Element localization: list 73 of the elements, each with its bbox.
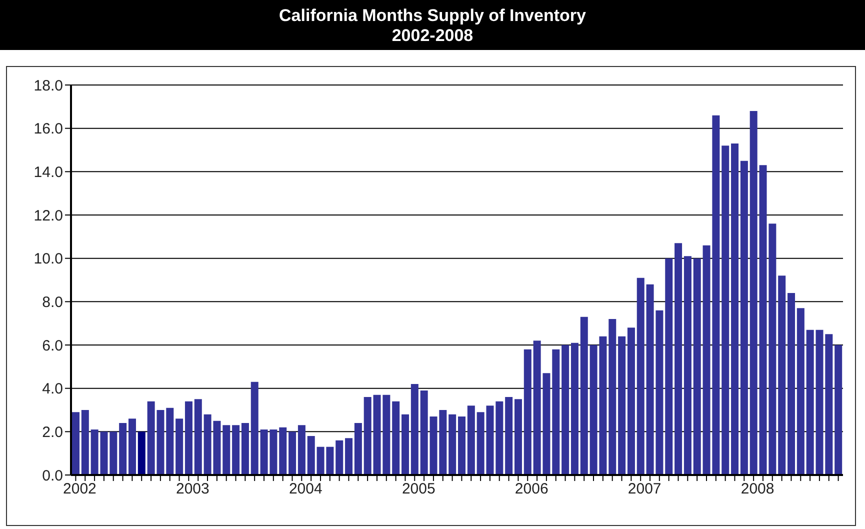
bar xyxy=(778,276,786,475)
bar xyxy=(250,382,258,475)
bar xyxy=(410,384,418,475)
bar xyxy=(345,438,353,475)
bar xyxy=(288,432,296,475)
bar xyxy=(806,330,814,475)
bar xyxy=(514,399,522,475)
bar xyxy=(364,397,372,475)
y-tick-label: 18.0 xyxy=(34,77,63,94)
bar xyxy=(636,278,644,475)
bar xyxy=(693,258,701,475)
bar xyxy=(392,401,400,475)
bar xyxy=(750,111,758,475)
bar xyxy=(788,293,796,475)
y-tick-label: 8.0 xyxy=(42,294,63,311)
bar xyxy=(740,160,748,475)
bar xyxy=(674,243,682,475)
bar xyxy=(184,401,192,475)
bar xyxy=(241,423,249,475)
bar xyxy=(138,432,146,475)
bar xyxy=(627,328,635,475)
chart-title: California Months Supply of Inventory xyxy=(278,6,587,26)
bar xyxy=(81,410,89,475)
bar xyxy=(336,440,344,475)
bar xyxy=(128,418,136,475)
bar xyxy=(298,425,306,475)
y-tick-label: 4.0 xyxy=(42,380,63,398)
bar xyxy=(467,406,475,475)
bar xyxy=(222,425,230,475)
x-tick-label: 2007 xyxy=(628,480,662,498)
bar xyxy=(176,418,184,475)
y-tick-label: 14.0 xyxy=(34,164,63,181)
x-tick-label: 2005 xyxy=(402,480,436,498)
x-tick-label: 2004 xyxy=(288,480,322,498)
bar xyxy=(458,416,466,475)
bar xyxy=(166,408,174,475)
bar xyxy=(796,308,804,475)
bar xyxy=(552,349,560,475)
bar xyxy=(110,432,118,475)
bar xyxy=(402,414,410,475)
x-tick-label: 2003 xyxy=(176,480,210,498)
y-tick-label: 16.0 xyxy=(34,120,63,138)
x-tick-label: 2002 xyxy=(63,480,96,498)
bar xyxy=(119,423,127,475)
bar xyxy=(505,397,513,475)
bar xyxy=(684,256,692,475)
x-tick-label: 2006 xyxy=(514,480,548,498)
bar xyxy=(354,423,362,475)
bar xyxy=(496,401,504,475)
bar xyxy=(834,345,842,475)
bar xyxy=(420,390,428,475)
y-tick-label: 0.0 xyxy=(42,467,63,484)
bar xyxy=(608,319,616,475)
y-tick-label: 2.0 xyxy=(42,424,63,441)
y-tick-label: 12.0 xyxy=(34,207,63,224)
bar xyxy=(618,336,626,475)
bar xyxy=(524,349,532,475)
x-tick-label: 2008 xyxy=(740,480,774,498)
chart-subtitle: 2002-2008 xyxy=(390,26,474,46)
bar xyxy=(580,316,588,475)
bar xyxy=(194,399,202,475)
bar xyxy=(232,425,240,475)
bar xyxy=(665,258,673,475)
y-tick-label: 10.0 xyxy=(34,250,63,268)
bar xyxy=(731,144,739,475)
bar xyxy=(307,436,315,475)
bar xyxy=(448,414,456,475)
bar xyxy=(570,342,578,475)
bar xyxy=(722,146,730,475)
bar xyxy=(279,427,287,475)
bar xyxy=(72,412,80,475)
y-tick-label: 6.0 xyxy=(42,337,63,354)
bar xyxy=(562,345,570,475)
